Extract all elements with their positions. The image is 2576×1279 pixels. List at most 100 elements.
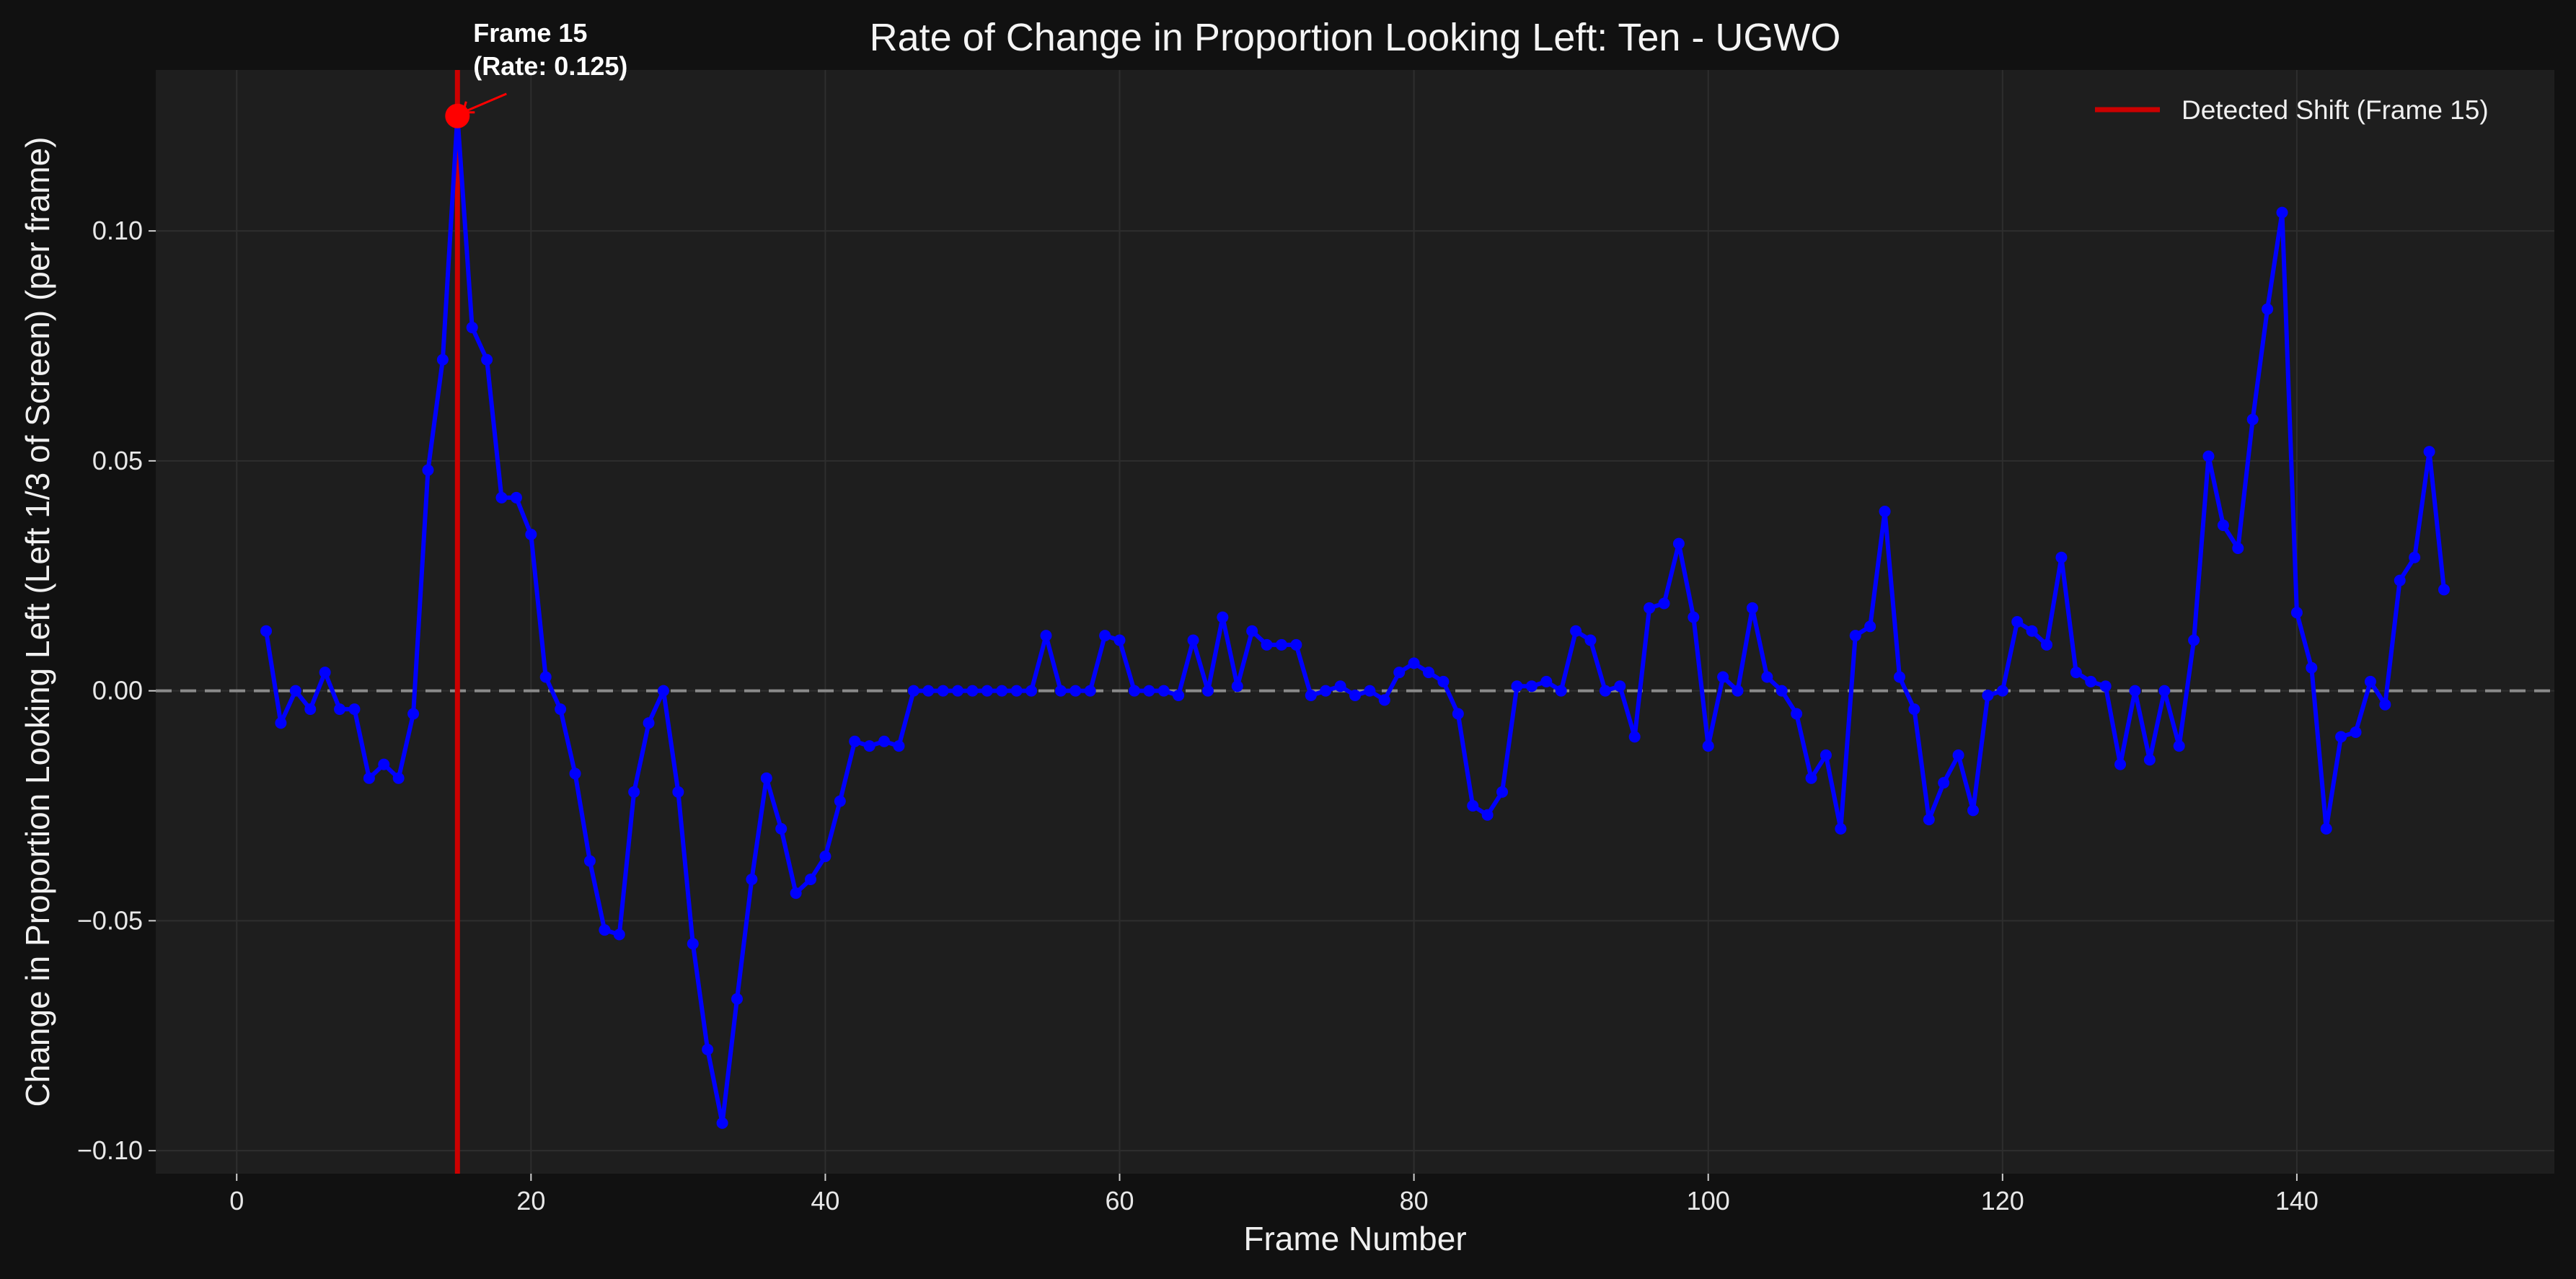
data-point — [2364, 675, 2376, 687]
data-point — [2306, 662, 2318, 674]
data-point — [1364, 685, 1376, 697]
data-point — [1275, 638, 1287, 651]
data-point — [1040, 630, 1052, 642]
data-points — [260, 110, 2450, 1129]
data-point — [2350, 726, 2362, 738]
data-point — [1555, 685, 1567, 697]
data-point — [407, 708, 420, 720]
data-point — [289, 685, 301, 697]
data-point — [510, 491, 522, 504]
data-point — [525, 528, 537, 540]
data-point — [1128, 685, 1140, 697]
x-tick-label: 0 — [229, 1186, 244, 1216]
data-point — [1467, 800, 1479, 812]
data-point — [1791, 708, 1803, 720]
data-point — [1923, 814, 1935, 826]
x-tick-label: 80 — [1400, 1186, 1429, 1216]
x-axis-label: Frame Number — [1243, 1220, 1466, 1257]
data-point — [1584, 634, 1597, 646]
x-tick-label: 140 — [2275, 1186, 2319, 1216]
x-tick-label: 60 — [1105, 1186, 1134, 1216]
data-point — [907, 685, 919, 697]
data-point — [1805, 772, 1817, 784]
data-point — [555, 703, 567, 716]
data-point — [2409, 551, 2421, 563]
data-point — [1217, 611, 1229, 623]
data-point — [2202, 450, 2215, 462]
data-point — [2276, 206, 2288, 219]
data-point — [1099, 630, 1111, 642]
x-axis-ticks: 0 20 40 60 80 100 120 140 — [229, 1174, 2319, 1216]
data-point — [1201, 685, 1214, 697]
data-point — [1540, 675, 1553, 687]
data-point — [1320, 685, 1332, 697]
data-point — [2379, 698, 2391, 711]
data-point — [1187, 634, 1199, 646]
data-point — [466, 322, 478, 333]
data-point — [539, 671, 552, 683]
data-point — [1967, 804, 1980, 817]
data-point — [849, 735, 861, 747]
data-point — [1393, 667, 1406, 679]
data-point — [628, 786, 640, 798]
data-point — [1996, 685, 2008, 697]
data-point — [2246, 413, 2259, 426]
data-point — [1054, 685, 1067, 697]
data-point — [1672, 537, 1685, 550]
data-point — [1982, 690, 1994, 701]
data-point — [1746, 602, 1758, 614]
data-point — [1599, 685, 1611, 697]
data-point — [481, 353, 493, 366]
data-point — [2290, 607, 2303, 619]
data-point — [1334, 680, 1346, 693]
data-point — [1305, 690, 1317, 701]
y-tick-label: 0.10 — [92, 216, 143, 245]
data-point — [2070, 667, 2082, 679]
data-point — [1452, 708, 1464, 720]
data-point — [1732, 685, 1744, 697]
data-point — [1761, 671, 1773, 683]
data-point — [1084, 685, 1096, 697]
data-point — [1952, 749, 1964, 761]
plot-area — [156, 70, 2554, 1174]
y-axis-ticks: −0.10 −0.05 0.00 0.05 0.10 — [77, 216, 156, 1165]
peak-highlight-point — [445, 103, 470, 128]
data-point — [2114, 758, 2127, 770]
data-point — [2055, 551, 2068, 563]
x-tick-label: 20 — [516, 1186, 545, 1216]
data-point — [760, 772, 772, 784]
data-point — [863, 740, 875, 752]
y-tick-label: 0.05 — [92, 446, 143, 475]
data-point — [1025, 685, 1038, 697]
data-point — [1349, 690, 1361, 701]
data-point — [819, 851, 832, 863]
data-point — [2217, 519, 2229, 532]
data-point — [657, 685, 669, 697]
data-point — [1835, 822, 1847, 835]
data-point — [966, 685, 979, 697]
data-point — [1010, 685, 1023, 697]
data-point — [569, 768, 581, 780]
data-point — [1849, 630, 1861, 642]
data-point — [893, 740, 905, 752]
x-tick-label: 120 — [1981, 1186, 2024, 1216]
x-tick-label: 40 — [811, 1186, 839, 1216]
data-point — [878, 735, 891, 747]
data-point — [495, 491, 508, 504]
data-point — [1378, 694, 1390, 706]
data-point — [996, 685, 1008, 697]
peak-annotation: Frame 15 (Rate: 0.125) — [445, 18, 627, 128]
data-point — [2232, 542, 2244, 554]
data-point — [613, 928, 625, 941]
x-tick-label: 100 — [1687, 1186, 1730, 1216]
y-axis-label: Change in Proportion Looking Left (Left … — [19, 137, 56, 1107]
data-point — [1290, 638, 1302, 651]
data-point — [731, 993, 743, 1005]
data-point — [378, 758, 390, 770]
data-point — [1481, 809, 1494, 821]
annotation-rate-label: (Rate: 0.125) — [473, 51, 627, 81]
data-point — [2262, 303, 2274, 315]
data-point — [1614, 680, 1626, 693]
data-point — [2423, 446, 2435, 458]
